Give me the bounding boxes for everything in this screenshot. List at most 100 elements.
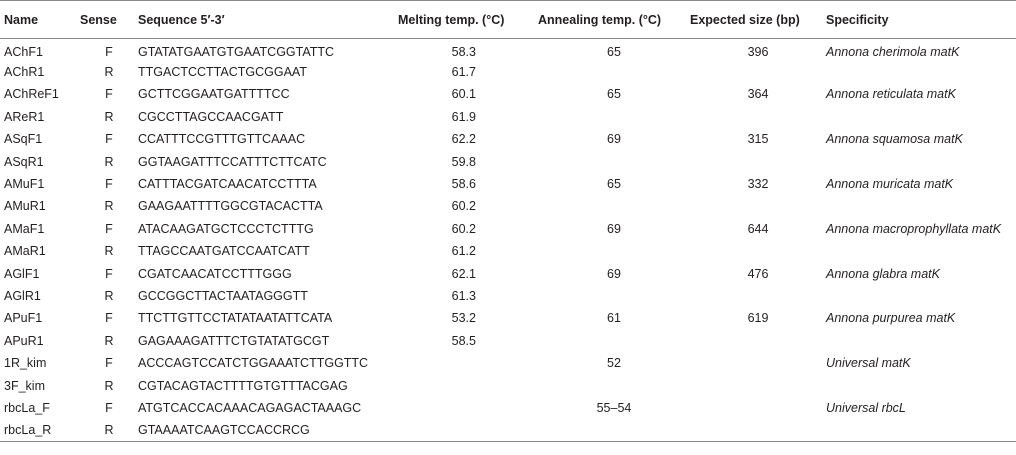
cell-sense: F [105,132,113,147]
cell-name: APuF1 [4,311,43,326]
cell-annealing-temp [538,195,690,217]
cell-melting-temp: 59.8 [451,154,476,169]
cell-specificity: Annona muricata matK [826,177,954,192]
table-row: AMaR1 R TTAGCCAATGATCCAATCATT 61.2 [0,240,1016,262]
header-expected-size: Expected size (bp) [690,12,800,27]
cell-melting-temp: 61.2 [451,244,476,259]
cell-specificity [826,195,1016,217]
cell-expected-size: 644 [747,221,769,236]
table-row: AGlF1 F CGATCAACATCCTTTGGG 62.1 69 476 Annona … [0,262,1016,284]
cell-sense: F [105,221,113,236]
cell-melting-temp: 60.2 [451,221,476,236]
cell-sense: F [105,311,113,326]
cell-annealing-temp [538,285,690,307]
cell-annealing-temp [538,374,690,396]
table-row: AMuR1 R GAAGAATTTTGGCGTACACTTA 60.2 [0,195,1016,217]
table-row: 3F_kim R CGTACAGTACTTTTGTGTTTACGAG [0,374,1016,396]
cell-name: AChF1 [4,44,43,59]
cell-melting-temp: 60.1 [451,87,476,102]
cell-expected-size [690,240,826,262]
cell-sense: R [104,378,114,393]
cell-name: rbcLa_R [4,423,52,438]
cell-specificity [826,285,1016,307]
cell-sense: F [105,87,113,102]
cell-sequence: GAGAAAGATTTCTGTATATGCGT [138,333,330,348]
cell-sequence: GCTTCGGAATGATTTTCC [138,87,290,102]
cell-specificity [826,374,1016,396]
cell-sequence: ACCCAGTCCATCTGGAAATCTTGGTTC [138,356,369,371]
cell-annealing-temp [538,240,690,262]
header-row: Name Sense Sequence 5′-3′ Melting temp. … [0,0,1016,39]
cell-specificity [826,419,1016,441]
cell-sequence: GAAGAATTTTGGCGTACACTTA [138,199,323,214]
table-row: AChReF1 F GCTTCGGAATGATTTTCC 60.1 65 364 Annon… [0,83,1016,105]
cell-sense: F [105,356,113,371]
cell-sequence: ATGTCACCACAAACAGAGACTAAAGC [138,400,362,415]
cell-annealing-temp: 65 [607,87,621,102]
cell-name: AMuF1 [4,177,45,192]
table-row: AChR1 R TTGACTCCTTACTGCGGAAT 61.7 [0,61,1016,83]
cell-sequence: GTAAAATCAAGTCCACCRCG [138,423,310,438]
cell-expected-size: 315 [747,132,769,147]
cell-sequence: CATTTACGATCAACATCCTTTA [138,177,317,192]
cell-annealing-temp [538,61,690,83]
cell-name: 1R_kim [4,356,47,371]
cell-expected-size [690,150,826,172]
table-row: AMuF1 F CATTTACGATCAACATCCTTTA 58.6 65 332 Ann… [0,173,1016,195]
cell-sequence: CGTACAGTACTTTTGTGTTTACGAG [138,378,348,393]
cell-annealing-temp: 69 [607,266,621,281]
table-row: APuF1 F TTCTTGTTCCTATATAATATTCATA 53.2 61 619… [0,307,1016,329]
cell-sense: R [104,154,114,169]
cell-name: 3F_kim [4,378,45,393]
table-row: 1R_kim F ACCCAGTCCATCTGGAAATCTTGGTTC 52 Univ… [0,352,1016,374]
cell-name: AMaR1 [4,244,46,259]
cell-sequence: TTAGCCAATGATCCAATCATT [138,244,310,259]
cell-sense: R [104,65,114,80]
cell-melting-temp: 61.9 [451,109,476,124]
cell-melting-temp [384,352,538,374]
cell-melting-temp: 60.2 [451,199,476,214]
cell-expected-size [690,195,826,217]
cell-annealing-temp [538,330,690,352]
cell-melting-temp: 62.2 [451,132,476,147]
table-row: AMaF1 F ATACAAGATGCTCCCTCTTTG 60.2 69 644 Anno… [0,218,1016,240]
header-sense: Sense [80,12,117,27]
cell-annealing-temp [538,106,690,128]
table-row: AChF1 F GTATATGAATGTGAATCGGTATTC 58.3 65 396 A… [0,39,1016,61]
table-row: AReR1 R CGCCTTAGCCAACGATT 61.9 [0,106,1016,128]
cell-sense: R [104,109,114,124]
cell-sequence: GTATATGAATGTGAATCGGTATTC [138,44,335,59]
cell-specificity: Annona purpurea matK [826,311,956,326]
table-row: ASqF1 F CCATTTCCGTTTGTTCAAAC 62.2 69 315 Annon… [0,128,1016,150]
cell-sequence: CGATCAACATCCTTTGGG [138,266,292,281]
cell-name: ASqR1 [4,154,44,169]
cell-annealing-temp: 61 [607,311,621,326]
cell-sequence: ATACAAGATGCTCCCTCTTTG [138,221,314,236]
header-sequence: Sequence 5′-3′ [138,12,225,27]
cell-sequence: CGCCTTAGCCAACGATT [138,109,284,124]
cell-specificity [826,330,1016,352]
cell-specificity [826,61,1016,83]
header-melting-temp: Melting temp. (°C) [398,12,505,27]
table-row: rbcLa_F F ATGTCACCACAAACAGAGACTAAAGC 55–54 U… [0,397,1016,419]
cell-annealing-temp: 69 [607,132,621,147]
cell-sense: R [104,288,114,303]
cell-expected-size: 332 [747,177,769,192]
header-annealing-temp: Annealing temp. (°C) [538,12,662,27]
table-row: rbcLa_R R GTAAAATCAAGTCCACCRCG [0,419,1016,442]
cell-name: AChR1 [4,65,45,80]
cell-expected-size [690,374,826,396]
cell-melting-temp: 58.3 [451,44,476,59]
cell-name: rbcLa_F [4,400,50,415]
cell-expected-size: 476 [747,266,769,281]
cell-name: ASqF1 [4,132,43,147]
cell-sense: R [104,423,114,438]
cell-sense: R [104,333,114,348]
cell-sense: F [105,177,113,192]
cell-name: AMuR1 [4,199,46,214]
cell-sequence: CCATTTCCGTTTGTTCAAAC [138,132,306,147]
cell-specificity [826,240,1016,262]
cell-expected-size [690,330,826,352]
cell-specificity: Universal rbcL [826,400,906,415]
